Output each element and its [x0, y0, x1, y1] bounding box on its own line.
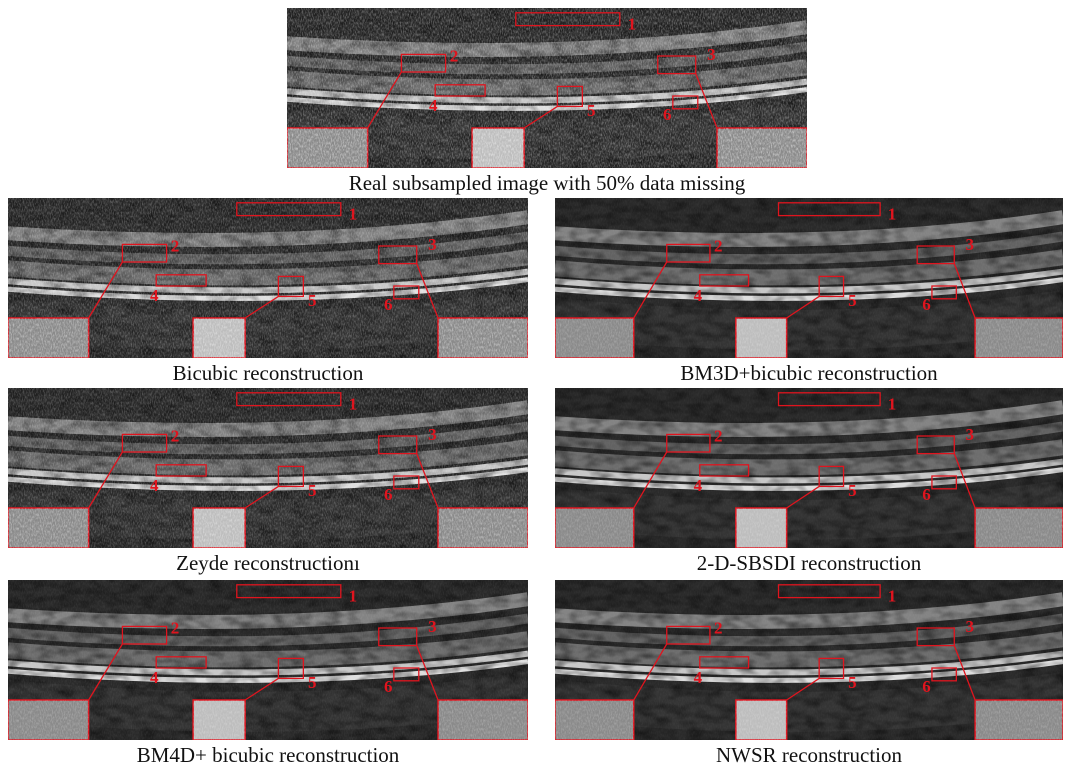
- roi-label: 6: [384, 295, 393, 314]
- roi-label: 3: [428, 617, 437, 636]
- roi-label: 4: [150, 476, 159, 495]
- roi-label: 5: [308, 481, 317, 500]
- roi-label: 6: [922, 485, 931, 504]
- roi-label: 3: [428, 235, 437, 254]
- caption: Real subsampled image with 50% data miss…: [349, 171, 746, 195]
- panel: 1 2 3 4 5 6: [287, 8, 807, 168]
- zoom-texture: [555, 318, 634, 358]
- roi-label: 6: [663, 105, 672, 124]
- zoom-texture: [438, 508, 528, 548]
- panel: 1 2 3 4 5 6: [555, 198, 1063, 358]
- zoom-texture: [736, 318, 787, 358]
- panel: 1 2 3 4 5 6: [8, 198, 528, 358]
- roi-label: 1: [349, 587, 358, 606]
- zoom-texture: [8, 508, 89, 548]
- roi-label: 2: [171, 619, 180, 638]
- zoom-texture: [975, 508, 1063, 548]
- zoom-texture: [438, 700, 528, 740]
- roi-label: 5: [308, 673, 317, 692]
- oct-image: [287, 8, 807, 168]
- roi-label: 2: [171, 237, 180, 256]
- oct-image: [555, 198, 1063, 358]
- zoom-texture: [736, 700, 787, 740]
- roi-label: 6: [384, 485, 393, 504]
- panel: 1 2 3 4 5 6: [8, 580, 528, 740]
- panel: 1 2 3 4 5 6: [555, 388, 1063, 548]
- zoom-texture: [975, 700, 1063, 740]
- zoom-texture: [8, 700, 89, 740]
- roi-label: 4: [150, 668, 159, 687]
- caption: BM3D+bicubic reconstruction: [680, 361, 938, 385]
- oct-image: [555, 580, 1063, 740]
- roi-label: 5: [587, 101, 596, 120]
- roi-label: 2: [714, 237, 723, 256]
- oct-image: [555, 388, 1063, 548]
- zoom-texture: [287, 128, 368, 168]
- roi-label: 4: [694, 668, 703, 687]
- zoom-texture: [975, 318, 1063, 358]
- roi-label: 4: [694, 286, 703, 305]
- caption: NWSR reconstruction: [716, 743, 903, 767]
- roi-label: 2: [714, 427, 723, 446]
- roi-label: 1: [349, 205, 358, 224]
- panel: 1 2 3 4 5 6: [555, 580, 1063, 740]
- roi-label: 3: [965, 617, 974, 636]
- roi-label: 1: [888, 205, 897, 224]
- zoom-texture: [736, 508, 787, 548]
- figure: 1 2 3 4 5 6 Real subsampled image with 50% dat…: [0, 0, 1067, 769]
- roi-label: 6: [922, 677, 931, 696]
- caption: Zeyde reconstructionı: [176, 551, 360, 575]
- oct-image: [8, 580, 528, 740]
- roi-label: 1: [628, 15, 637, 34]
- oct-image: [8, 198, 528, 358]
- roi-label: 5: [848, 673, 857, 692]
- oct-image: [8, 388, 528, 548]
- caption: Bicubic reconstruction: [173, 361, 364, 385]
- caption: 2-D-SBSDI reconstruction: [697, 551, 922, 575]
- roi-label: 3: [965, 425, 974, 444]
- zoom-texture: [717, 128, 807, 168]
- zoom-texture: [472, 128, 524, 168]
- roi-label: 6: [922, 295, 931, 314]
- roi-label: 4: [694, 476, 703, 495]
- roi-label: 1: [349, 395, 358, 414]
- zoom-texture: [193, 318, 245, 358]
- roi-label: 1: [888, 395, 897, 414]
- roi-label: 5: [848, 481, 857, 500]
- zoom-texture: [193, 700, 245, 740]
- roi-label: 1: [888, 587, 897, 606]
- roi-label: 6: [384, 677, 393, 696]
- roi-label: 3: [707, 45, 716, 64]
- zoom-texture: [8, 318, 89, 358]
- roi-label: 2: [714, 619, 723, 638]
- zoom-texture: [193, 508, 245, 548]
- roi-label: 4: [150, 286, 159, 305]
- zoom-texture: [555, 700, 634, 740]
- roi-label: 2: [450, 47, 459, 66]
- roi-label: 3: [965, 235, 974, 254]
- caption: BM4D+ bicubic reconstruction: [137, 743, 400, 767]
- zoom-texture: [555, 508, 634, 548]
- roi-label: 2: [171, 427, 180, 446]
- roi-label: 3: [428, 425, 437, 444]
- roi-label: 5: [848, 291, 857, 310]
- roi-label: 5: [308, 291, 317, 310]
- zoom-texture: [438, 318, 528, 358]
- panel: 1 2 3 4 5 6: [8, 388, 528, 548]
- roi-label: 4: [429, 96, 438, 115]
